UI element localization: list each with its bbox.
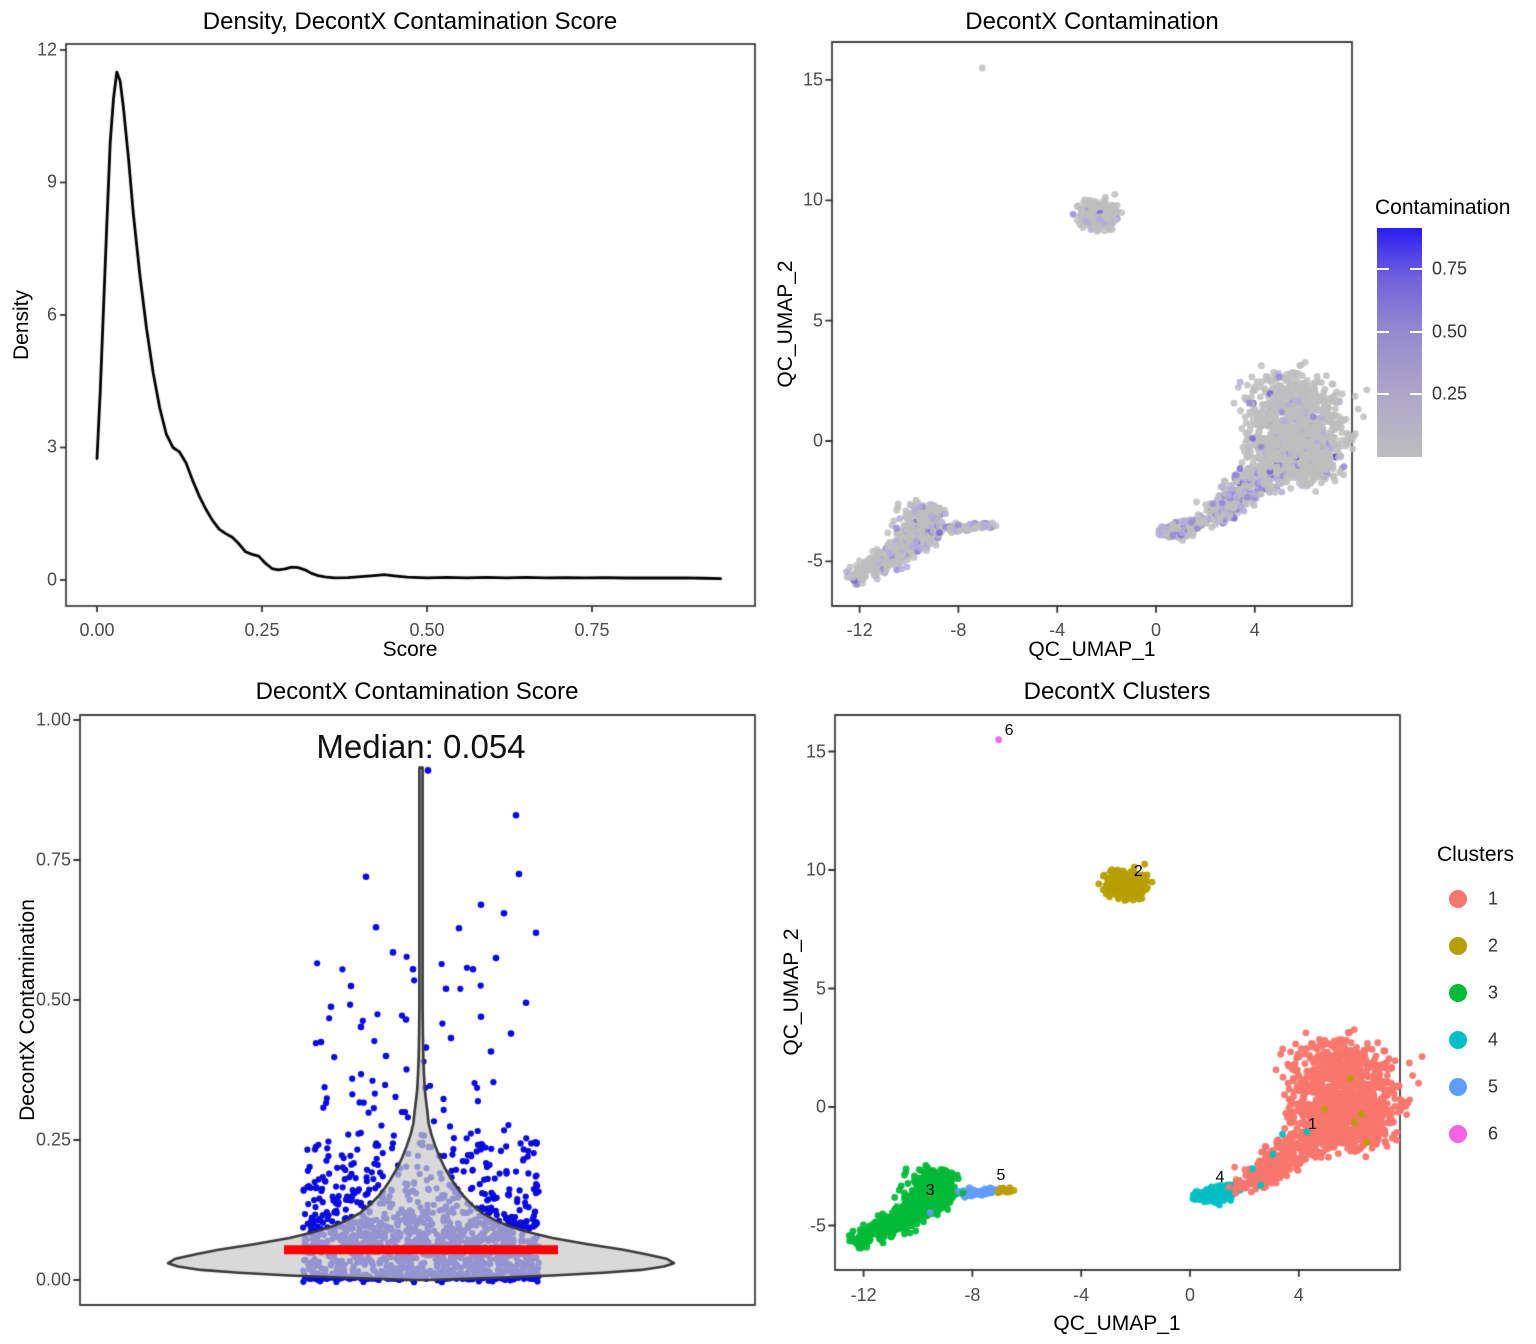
density-panel-title: Density, DecontX Contamination Score xyxy=(202,8,618,35)
y-tick-label: 1.00 xyxy=(35,709,71,730)
x-tick-label: 0 xyxy=(1150,620,1162,640)
contamination-panel-title: DecontX Contamination xyxy=(965,8,1219,35)
cluster-key-dot-5 xyxy=(1449,1078,1467,1096)
x-tick-label: -4 xyxy=(1049,620,1066,640)
x-tick-label: -12 xyxy=(846,620,873,640)
y-tick-label: -5 xyxy=(806,550,823,571)
y-tick-label: 0 xyxy=(812,430,823,451)
cluster-key-label-6: 6 xyxy=(1488,1123,1499,1144)
cluster-key-dot-2 xyxy=(1449,937,1467,955)
x-tick-label: 0.50 xyxy=(409,620,445,640)
y-tick-label: 15 xyxy=(805,741,826,761)
cluster-map-label-6: 6 xyxy=(1004,722,1014,740)
cluster-key-label-4: 4 xyxy=(1488,1029,1499,1050)
x-tick-label: -4 xyxy=(1073,1285,1090,1305)
cluster-key-label-2: 2 xyxy=(1488,935,1499,956)
cluster-map-label-3: 3 xyxy=(925,1182,935,1200)
gradient-bar-tick xyxy=(1377,393,1389,396)
contamination-x-axis-title: QC_UMAP_1 xyxy=(1028,638,1156,661)
x-tick-label: -12 xyxy=(850,1285,877,1305)
x-tick-label: 4 xyxy=(1249,620,1260,640)
gradient-bar-tick xyxy=(1377,330,1389,333)
y-tick-label: 0.25 xyxy=(35,1129,71,1150)
y-tick-label: 0 xyxy=(815,1096,826,1117)
y-tick-label: 15 xyxy=(802,69,823,90)
y-tick-label: 12 xyxy=(36,39,57,60)
x-tick-label: 0 xyxy=(1184,1285,1196,1305)
density-y-axis-title: Density xyxy=(10,289,33,361)
y-tick-label: 5 xyxy=(815,978,826,998)
y-tick-label: 5 xyxy=(812,310,823,331)
x-tick-label: -8 xyxy=(950,620,967,640)
y-tick-label: 0 xyxy=(46,569,57,590)
clusters-legend-title: Clusters xyxy=(1437,843,1515,866)
cluster-map-label-5: 5 xyxy=(996,1166,1006,1184)
clusters-y-axis-title: QC_UMAP_2 xyxy=(780,928,803,1056)
cluster-map-label-1: 1 xyxy=(1307,1115,1317,1133)
y-tick-label: -5 xyxy=(809,1215,826,1235)
y-tick-label: 0.00 xyxy=(35,1269,71,1290)
cluster-map-label-4: 4 xyxy=(1215,1169,1225,1187)
gradient-bar-tick xyxy=(1410,330,1422,333)
cluster-key-dot-1 xyxy=(1449,890,1467,908)
contamination-legend-tick-label: 0.75 xyxy=(1432,258,1468,279)
median-annotation: Median: 0.054 xyxy=(316,728,526,765)
clusters-panel-title: DecontX Clusters xyxy=(1023,678,1211,705)
x-tick-label: 0.25 xyxy=(244,620,280,640)
x-tick-label: 0.00 xyxy=(79,620,115,640)
y-tick-label: 9 xyxy=(46,171,57,192)
y-tick-label: 10 xyxy=(802,189,823,210)
x-tick-label: 0.75 xyxy=(574,620,610,640)
cluster-key-label-1: 1 xyxy=(1488,888,1499,909)
y-tick-label: 10 xyxy=(805,859,826,880)
gradient-bar-tick xyxy=(1410,267,1422,270)
contamination-gradient-bar xyxy=(1377,228,1422,457)
cluster-key-dot-6 xyxy=(1449,1125,1467,1143)
violin-panel-title: DecontX Contamination Score xyxy=(255,678,579,705)
x-tick-label: -8 xyxy=(964,1285,981,1305)
gradient-bar-tick xyxy=(1410,393,1422,396)
cluster-key-dot-4 xyxy=(1449,1031,1467,1049)
cluster-key-label-3: 3 xyxy=(1488,982,1499,1003)
x-tick-label: 4 xyxy=(1293,1285,1304,1305)
y-tick-label: 3 xyxy=(46,436,57,457)
cluster-map-label-2: 2 xyxy=(1133,863,1143,881)
gradient-bar-tick xyxy=(1377,267,1389,270)
contamination-legend-tick-label: 0.25 xyxy=(1432,383,1468,404)
cluster-key-label-5: 5 xyxy=(1488,1076,1499,1097)
y-tick-label: 6 xyxy=(46,304,57,325)
y-tick-label: 0.75 xyxy=(35,849,71,870)
density-x-axis-title: Score xyxy=(382,638,438,661)
y-tick-label: 0.50 xyxy=(35,989,71,1010)
contamination-legend-title: Contamination xyxy=(1375,196,1511,219)
contamination-y-axis-title: QC_UMAP_2 xyxy=(774,260,797,388)
cluster-key-dot-3 xyxy=(1449,984,1467,1002)
clusters-x-axis-title: QC_UMAP_1 xyxy=(1053,1312,1181,1335)
contamination-legend-tick-label: 0.50 xyxy=(1432,321,1468,342)
